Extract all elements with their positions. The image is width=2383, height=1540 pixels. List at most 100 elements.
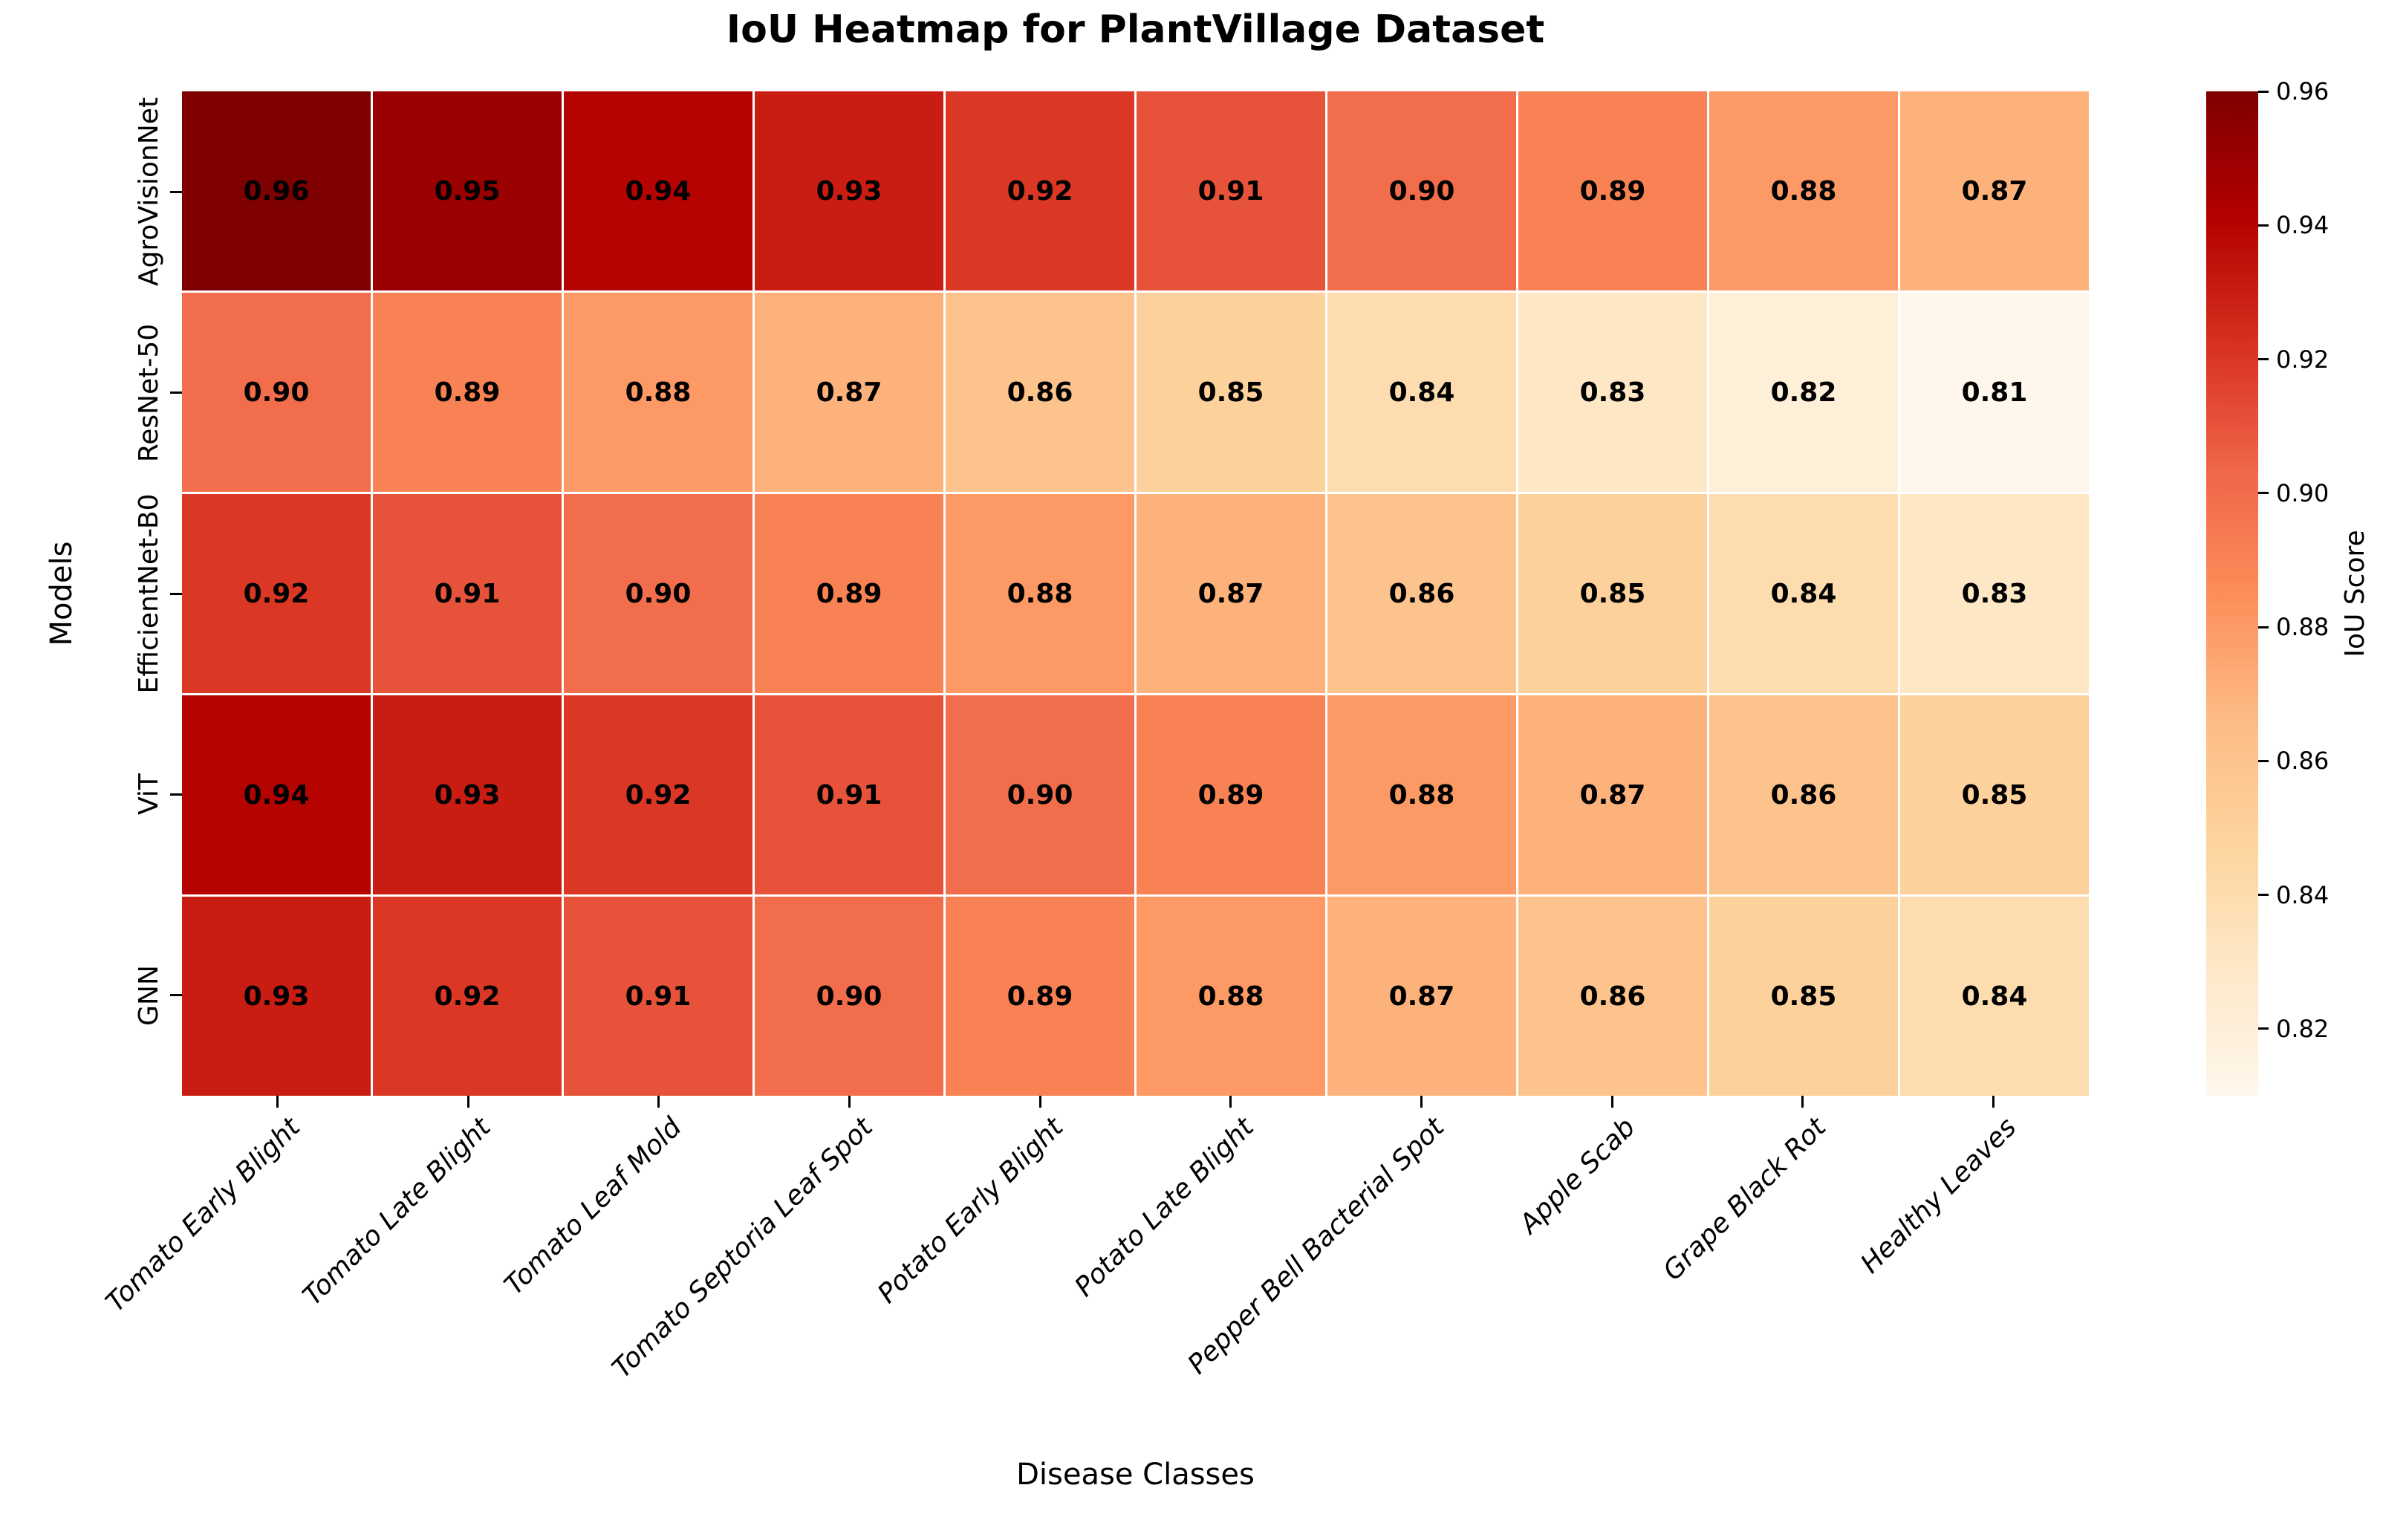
y-tick-label: GNN <box>134 964 164 1026</box>
heatmap-cell: 0.85 <box>1900 695 2089 894</box>
heatmap-cell-value: 0.88 <box>1770 175 1837 207</box>
colorbar-tick-label: 0.92 <box>2276 345 2330 374</box>
tick-mark <box>2258 894 2269 897</box>
x-tick-label: Potato Late Blight <box>1069 1112 1260 1303</box>
tick-mark <box>170 793 182 796</box>
heatmap-cell-value: 0.91 <box>1197 175 1264 207</box>
heatmap-cell-value: 0.93 <box>816 175 882 207</box>
heatmap-cell-value: 0.92 <box>434 981 501 1012</box>
heatmap-cell: 0.87 <box>1327 897 1516 1096</box>
y-tick-label: EfficientNet-B0 <box>134 493 164 694</box>
tick-mark <box>170 190 182 193</box>
heatmap-cell: 0.90 <box>1327 91 1516 290</box>
colorbar-tick-label: 0.90 <box>2276 478 2330 507</box>
heatmap-cell: 0.91 <box>564 897 752 1096</box>
heatmap-cell: 0.87 <box>755 293 943 492</box>
heatmap-cell-value: 0.92 <box>243 578 310 609</box>
tick-mark <box>466 1096 469 1108</box>
heatmap-cell: 0.81 <box>1900 293 2089 492</box>
y-tick-label: ViT <box>134 773 164 816</box>
heatmap-cell-value: 0.90 <box>1007 779 1073 810</box>
heatmap-cell: 0.92 <box>564 695 752 894</box>
heatmap-cell: 0.87 <box>1137 494 1325 693</box>
heatmap-cell-value: 0.95 <box>434 175 501 207</box>
heatmap-cell: 0.88 <box>1327 695 1516 894</box>
heatmap-cell-value: 0.86 <box>1770 779 1837 810</box>
heatmap-cell: 0.91 <box>373 494 562 693</box>
heatmap-cell-value: 0.92 <box>1007 175 1073 207</box>
heatmap-cell: 0.86 <box>1709 695 1898 894</box>
tick-mark <box>1229 1096 1232 1108</box>
heatmap-cell-value: 0.91 <box>625 981 692 1012</box>
heatmap-cell-value: 0.91 <box>816 779 882 810</box>
heatmap-cell-value: 0.93 <box>243 981 310 1012</box>
heatmap-cell-value: 0.88 <box>1197 981 1264 1012</box>
tick-mark <box>170 592 182 595</box>
x-tick-label: Tomato Late Blight <box>297 1112 498 1312</box>
heatmap-cell: 0.92 <box>182 494 371 693</box>
heatmap-cell-value: 0.89 <box>1579 175 1646 207</box>
heatmap-grid: 0.96 0.95 0.94 0.93 0.92 0.91 0.90 0.89 0.88 0.87… <box>182 91 2089 1096</box>
heatmap-cell: 0.93 <box>373 695 562 894</box>
heatmap-cell-value: 0.87 <box>1388 981 1455 1012</box>
y-tick-label: AgroVisionNet <box>134 97 164 287</box>
heatmap-cell-value: 0.89 <box>816 578 882 609</box>
heatmap-cell-value: 0.86 <box>1579 981 1646 1012</box>
heatmap-cell: 0.96 <box>182 91 371 290</box>
tick-mark <box>1801 1096 1804 1108</box>
heatmap-cell: 0.83 <box>1900 494 2089 693</box>
heatmap-cell-value: 0.86 <box>1388 578 1455 609</box>
heatmap-cell: 0.93 <box>182 897 371 1096</box>
heatmap-cell-value: 0.89 <box>1197 779 1264 810</box>
heatmap-cell-value: 0.88 <box>625 377 692 408</box>
heatmap-cell-value: 0.87 <box>816 377 882 408</box>
tick-mark <box>170 994 182 997</box>
colorbar-tick-label: 0.86 <box>2276 747 2330 776</box>
heatmap-cell: 0.88 <box>1709 91 1898 290</box>
heatmap-cell-value: 0.88 <box>1007 578 1073 609</box>
heatmap-cell: 0.90 <box>946 695 1134 894</box>
heatmap-cell: 0.82 <box>1709 293 1898 492</box>
heatmap-cell-value: 0.83 <box>1961 578 2028 609</box>
heatmap-cell: 0.89 <box>1137 695 1325 894</box>
heatmap-cell: 0.84 <box>1709 494 1898 693</box>
heatmap-cell: 0.88 <box>564 293 752 492</box>
heatmap-cell-value: 0.84 <box>1961 981 2028 1012</box>
y-tick-label: ResNet-50 <box>134 323 164 462</box>
heatmap-cell: 0.84 <box>1900 897 2089 1096</box>
colorbar-tick-label: 0.96 <box>2276 77 2330 105</box>
heatmap-cell-value: 0.87 <box>1197 578 1264 609</box>
heatmap-cell-value: 0.89 <box>434 377 501 408</box>
heatmap-cell-value: 0.82 <box>1770 377 1837 408</box>
heatmap-cell: 0.95 <box>373 91 562 290</box>
heatmap-cell: 0.89 <box>1518 91 1707 290</box>
heatmap-cell-value: 0.92 <box>625 779 692 810</box>
heatmap-cell: 0.83 <box>1518 293 1707 492</box>
tick-mark <box>1038 1096 1041 1108</box>
tick-mark <box>2258 358 2269 361</box>
heatmap-cell-value: 0.90 <box>625 578 692 609</box>
heatmap-cell-value: 0.81 <box>1961 377 2028 408</box>
heatmap-cell-value: 0.85 <box>1770 981 1837 1012</box>
heatmap-cell: 0.89 <box>373 293 562 492</box>
heatmap-cell-value: 0.88 <box>1388 779 1455 810</box>
x-axis-label: Disease Classes <box>1016 1458 1255 1492</box>
heatmap-cell-value: 0.90 <box>1388 175 1455 207</box>
heatmap-cell: 0.84 <box>1327 293 1516 492</box>
heatmap-cell-value: 0.94 <box>243 779 310 810</box>
heatmap-cell-value: 0.84 <box>1770 578 1837 609</box>
colorbar <box>2206 91 2258 1096</box>
chart-title: IoU Heatmap for PlantVillage Dataset <box>726 7 1545 52</box>
heatmap-cell-value: 0.89 <box>1007 981 1073 1012</box>
x-tick-label: Apple Scab <box>1513 1112 1642 1240</box>
heatmap-cell: 0.92 <box>373 897 562 1096</box>
tick-mark <box>2258 626 2269 628</box>
heatmap-cell-value: 0.85 <box>1961 779 2028 810</box>
heatmap-cell-value: 0.90 <box>816 981 882 1012</box>
tick-mark <box>2258 224 2269 227</box>
heatmap-cell: 0.85 <box>1518 494 1707 693</box>
tick-mark <box>1610 1096 1613 1108</box>
heatmap-cell-value: 0.93 <box>434 779 501 810</box>
heatmap-cell: 0.86 <box>1518 897 1707 1096</box>
